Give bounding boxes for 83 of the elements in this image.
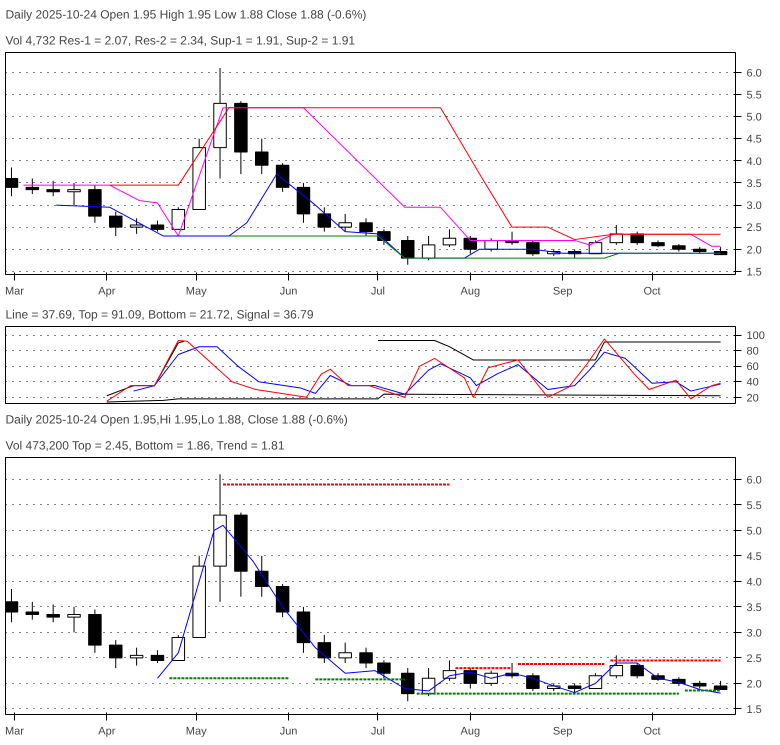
- candlestick: [108, 640, 122, 669]
- y-tick-label: 100: [746, 330, 765, 342]
- y-tick-label: 2.0: [746, 678, 762, 690]
- x-tick-label: Mar: [4, 286, 24, 298]
- candlestick: [442, 228, 456, 248]
- candlestick: [46, 604, 60, 623]
- y-tick-label: 40: [746, 376, 759, 389]
- candlestick: [630, 662, 644, 679]
- y-tick-label: 3.5: [746, 602, 762, 614]
- candlestick: [464, 236, 478, 254]
- x-tick-label: Jul: [370, 726, 385, 738]
- x-tick-label: Sep: [552, 286, 572, 298]
- x-tick-label: Mar: [4, 726, 24, 738]
- y-tick-label: 5.0: [746, 112, 762, 124]
- y-tick-label: 3.0: [746, 627, 762, 640]
- y-tick-label: 20: [746, 392, 759, 404]
- candlestick: [588, 672, 602, 689]
- x-tick-label: Sep: [552, 726, 572, 738]
- candlestick: [254, 138, 268, 175]
- x-tick-label: May: [186, 726, 208, 738]
- candlestick: [400, 236, 414, 266]
- chart-subtitle: Vol 4,732 Res-1 = 2.07, Res-2 = 2.34, Sup-1 = 1.91, Sup-2 = 1.91: [6, 34, 356, 48]
- candlestick: [359, 647, 373, 669]
- x-tick-label: Oct: [644, 286, 661, 298]
- candlestick: [377, 660, 391, 679]
- candlestick: [150, 650, 164, 664]
- y-tick-label: 3.0: [746, 200, 762, 212]
- y-tick-label: 1.5: [746, 266, 762, 278]
- chart-title: Daily 2025-10-24 Open 1.95 High 1.95 Low 1.88 Close 1.88 (-0.6%): [6, 8, 366, 22]
- line-series: [156, 524, 722, 694]
- candlestick: [254, 555, 268, 598]
- candlestick: [442, 660, 456, 682]
- candlestick: [526, 672, 540, 692]
- y-tick-label: 2.5: [746, 222, 762, 234]
- x-tick-label: Apr: [98, 726, 116, 738]
- candlestick: [108, 211, 122, 237]
- chart-title: Line = 37.69, Top = 91.09, Bottom = 21.72, Signal = 36.79: [6, 308, 314, 322]
- y-tick-label: 5.5: [746, 90, 762, 102]
- y-tick-label: 5.5: [746, 500, 762, 512]
- x-tick-label: Aug: [460, 726, 480, 738]
- y-tick-label: 4.0: [746, 576, 762, 588]
- y-tick-label: 4.5: [746, 134, 762, 146]
- candlestick: [526, 240, 540, 256]
- candlestick: [338, 642, 352, 664]
- y-tick-label: 6.0: [746, 474, 762, 486]
- y-tick-label: 4.0: [746, 156, 762, 168]
- candlestick: [610, 654, 624, 679]
- candlestick: [26, 178, 40, 195]
- candlestick: [67, 182, 81, 206]
- x-tick-label: Jun: [280, 726, 298, 738]
- candlestick: [318, 206, 332, 232]
- candlestick: [150, 220, 164, 232]
- x-tick-label: Apr: [98, 286, 116, 298]
- chart-title: Daily 2025-10-24 Open 1.95,Hi 1.95,Lo 1.88, Close 1.88 (-0.6%): [6, 412, 348, 426]
- candlestick: [318, 634, 332, 664]
- candlestick: [130, 218, 144, 234]
- line-series: [133, 346, 722, 395]
- candlestick: [400, 668, 414, 702]
- x-tick-label: May: [186, 286, 208, 298]
- y-tick-label: 2.0: [746, 244, 762, 256]
- candlestick: [26, 601, 40, 620]
- candlestick: [484, 670, 498, 686]
- x-tick-label: Jul: [370, 286, 385, 298]
- y-tick-label: 6.0: [746, 67, 762, 80]
- y-tick-label: 2.5: [746, 652, 762, 665]
- x-tick-label: Jun: [280, 286, 298, 298]
- y-tick-label: 1.5: [746, 704, 762, 716]
- candlestick: [422, 236, 436, 261]
- candlestick: [130, 647, 144, 666]
- candlestick: [67, 606, 81, 633]
- candlestick: [276, 162, 290, 192]
- y-tick-label: 80: [746, 346, 759, 358]
- y-tick-label: 3.5: [746, 178, 762, 190]
- x-tick-label: Aug: [460, 286, 480, 298]
- x-tick-label: Oct: [644, 726, 661, 738]
- candlestick: [172, 206, 186, 230]
- candlestick: [46, 180, 60, 197]
- y-tick-label: 60: [746, 361, 759, 374]
- chart-subtitle: Vol 473,200 Top = 2.45, Bottom = 1.86, Trend = 1.81: [6, 438, 285, 452]
- y-tick-label: 4.5: [746, 550, 762, 563]
- candlestick: [359, 218, 373, 237]
- y-tick-label: 5.0: [746, 525, 762, 538]
- candlestick: [464, 668, 478, 689]
